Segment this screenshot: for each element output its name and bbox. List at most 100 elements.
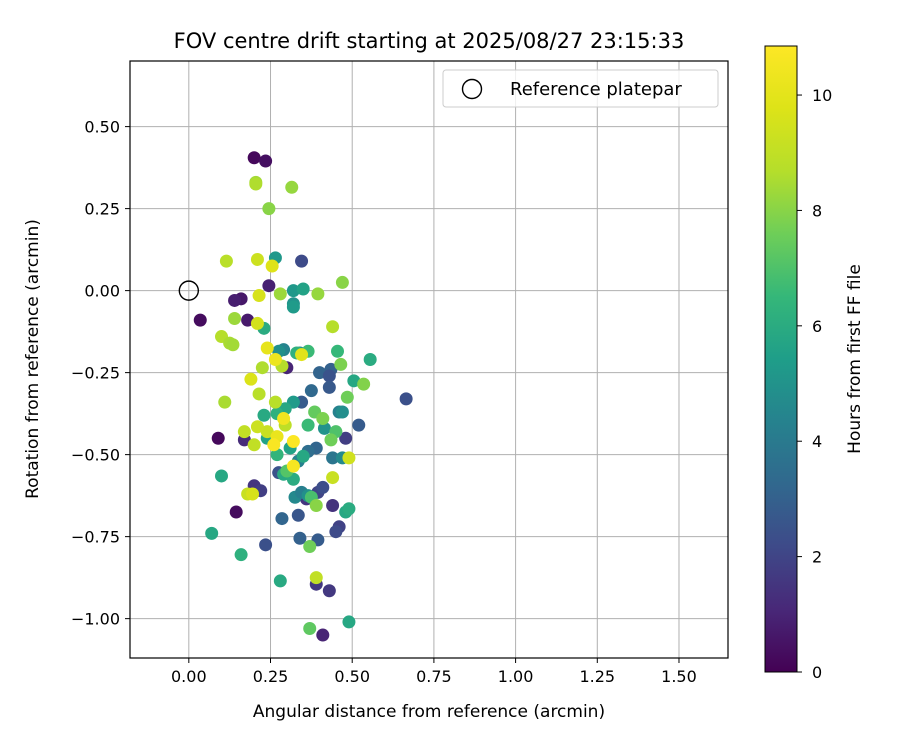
data-point bbox=[363, 353, 377, 366]
legend-reference-marker bbox=[461, 78, 483, 100]
grid-lines bbox=[130, 61, 728, 658]
y-tick-label: −0.50 bbox=[71, 446, 120, 465]
data-point bbox=[286, 284, 300, 298]
data-point bbox=[326, 471, 340, 485]
data-point bbox=[335, 275, 349, 289]
plot-area: 0.00 0.25 0.50 0.75 1.00 1.25 1.50 0.500.250.0… bbox=[71, 60, 729, 686]
y-tick-label: −1.00 bbox=[71, 610, 120, 629]
legend-entry-reference-platepar: Reference platepar bbox=[510, 79, 682, 100]
data-point bbox=[234, 548, 248, 562]
data-point bbox=[331, 344, 345, 358]
data-point bbox=[255, 361, 269, 375]
data-point bbox=[277, 412, 291, 426]
colorbar-tick-label: 8 bbox=[812, 201, 822, 220]
data-point bbox=[259, 538, 273, 552]
x-tick-label: 0.00 bbox=[171, 667, 207, 686]
data-point bbox=[249, 177, 263, 191]
data-point bbox=[317, 421, 331, 435]
x-axis-label: Angular distance from reference (arcmin) bbox=[253, 702, 605, 722]
y-tick-label: −0.75 bbox=[71, 528, 120, 547]
data-point bbox=[316, 412, 330, 426]
legend: Reference platepar bbox=[442, 69, 719, 108]
x-tick-label: 1.25 bbox=[579, 667, 615, 686]
x-tick-label: 1.50 bbox=[661, 667, 697, 686]
data-point bbox=[357, 377, 371, 391]
data-point bbox=[228, 293, 242, 307]
x-axis-ticks: 0.00 0.25 0.50 0.75 1.00 1.25 1.50 bbox=[171, 658, 697, 686]
data-point bbox=[286, 435, 300, 449]
data-point bbox=[270, 448, 284, 462]
colorbar: 0 2 4 6 8 10 Hours from first FF file bbox=[764, 45, 865, 682]
data-point bbox=[250, 420, 264, 434]
data-point bbox=[342, 615, 356, 629]
chart-title: FOV centre drift starting at 2025/08/27 … bbox=[174, 29, 685, 53]
data-point bbox=[309, 571, 323, 585]
data-point bbox=[316, 480, 330, 494]
data-point bbox=[286, 300, 300, 314]
data-point bbox=[342, 502, 356, 516]
data-point bbox=[322, 369, 336, 383]
data-point bbox=[285, 180, 299, 194]
y-tick-label: 0.00 bbox=[84, 282, 120, 301]
data-point bbox=[304, 384, 318, 398]
data-point bbox=[340, 390, 354, 404]
data-point bbox=[291, 508, 305, 522]
y-tick-label: 0.50 bbox=[84, 118, 120, 137]
data-point bbox=[218, 395, 232, 409]
data-point bbox=[322, 380, 336, 394]
data-point bbox=[250, 252, 264, 266]
data-point bbox=[252, 289, 266, 303]
data-point bbox=[335, 405, 349, 419]
data-point bbox=[193, 313, 207, 327]
data-point bbox=[339, 431, 353, 445]
data-point bbox=[250, 316, 264, 330]
data-point bbox=[295, 254, 309, 268]
data-point bbox=[286, 459, 300, 473]
data-point bbox=[237, 425, 251, 439]
legend-box bbox=[442, 69, 719, 108]
data-point bbox=[313, 366, 327, 380]
data-point bbox=[273, 287, 287, 301]
data-point bbox=[326, 451, 340, 465]
data-point bbox=[275, 512, 289, 526]
data-point bbox=[228, 311, 242, 325]
data-point bbox=[262, 279, 276, 293]
data-point bbox=[226, 338, 240, 352]
y-axis-ticks: 0.50 0.25 0.00 −0.25 −0.50 −0.75 −1.00 bbox=[71, 118, 130, 629]
data-point bbox=[265, 259, 279, 273]
data-point bbox=[326, 498, 340, 512]
data-point bbox=[252, 387, 266, 401]
y-axis-label: Rotation from reference (arcmin) bbox=[23, 219, 43, 499]
data-point bbox=[296, 449, 310, 463]
data-point bbox=[219, 254, 233, 268]
x-tick-label: 1.00 bbox=[498, 667, 534, 686]
data-point bbox=[324, 433, 338, 447]
data-point bbox=[273, 574, 287, 588]
x-tick-label: 0.50 bbox=[334, 667, 370, 686]
data-point bbox=[347, 374, 361, 388]
plot-frame bbox=[129, 60, 729, 659]
data-point bbox=[259, 154, 273, 168]
data-point bbox=[268, 395, 282, 409]
data-point bbox=[214, 469, 228, 483]
data-point bbox=[326, 320, 340, 334]
data-point bbox=[329, 525, 343, 539]
colorbar-gradient bbox=[764, 45, 798, 673]
colorbar-tick-label: 4 bbox=[812, 432, 822, 451]
y-tick-label: 0.25 bbox=[84, 200, 120, 219]
data-point bbox=[322, 584, 336, 598]
data-point bbox=[267, 438, 281, 452]
data-point bbox=[244, 372, 258, 386]
data-point bbox=[342, 451, 356, 465]
colorbar-tick-label: 6 bbox=[812, 317, 822, 336]
data-point bbox=[257, 408, 271, 422]
data-point bbox=[293, 531, 307, 545]
data-point bbox=[309, 498, 323, 512]
data-point bbox=[352, 418, 366, 432]
data-point bbox=[301, 418, 315, 432]
data-point bbox=[303, 621, 317, 635]
data-point bbox=[246, 487, 260, 501]
data-point bbox=[334, 357, 348, 371]
data-point bbox=[262, 202, 276, 216]
